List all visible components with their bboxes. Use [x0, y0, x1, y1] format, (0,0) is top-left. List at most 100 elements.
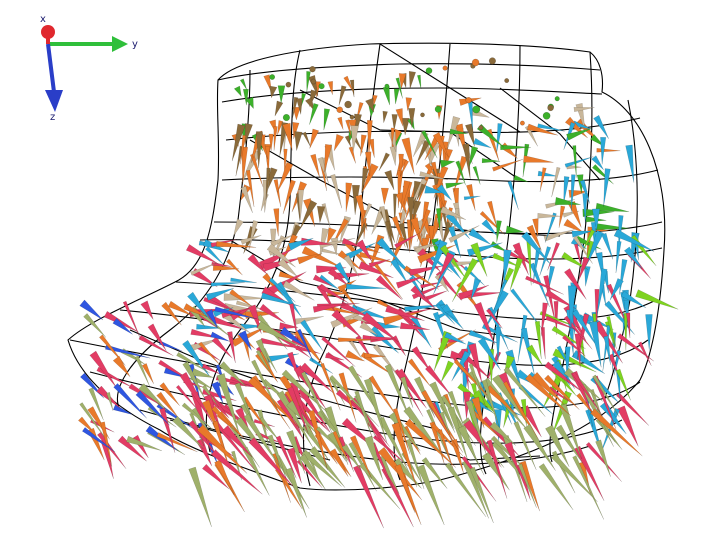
vector-arrow-glyph: [79, 299, 104, 321]
vector-arrow-glyph: [175, 384, 199, 411]
vector-arrow-glyph: [541, 302, 549, 337]
vector-arrow-glyph: [424, 185, 445, 194]
vector-arrow-glyph: [230, 277, 257, 283]
vector-arrow-glyph: [619, 259, 628, 295]
vector-arrow-glyph: [240, 235, 262, 245]
vector-arrow-glyph: [564, 156, 594, 168]
vector-arrow-glyph: [176, 351, 210, 374]
vector-arrow-glyph: [345, 350, 365, 362]
vector-arrow-glyph: [147, 323, 167, 351]
vector-arrow-glyph: [453, 155, 468, 192]
vector-arrow-glyph: [318, 283, 349, 304]
vector-arrow-glyph: [468, 227, 491, 245]
vector-arrow-glyph: [361, 312, 399, 343]
vector-arrow-glyph: [391, 215, 406, 248]
vector-arrow-glyph: [212, 264, 240, 271]
vector-arrow-glyph: [286, 386, 309, 434]
vector-arrow-glyph: [265, 167, 271, 201]
vector-arrow-glyph: [185, 244, 219, 265]
vector-arrow-glyph: [591, 208, 601, 231]
vector-arrow-glyph: [555, 424, 583, 464]
vector-arrow-glyph: [551, 453, 598, 503]
vector-arrow-glyph: [513, 421, 537, 470]
vector-arrow-glyph: [82, 427, 116, 453]
vector-arrow-glyph: [89, 350, 117, 389]
vector-arrow-glyph: [296, 328, 314, 362]
vector-arrow-glyph: [172, 416, 204, 450]
vector-arrow-glyph: [206, 309, 218, 329]
vector-arrow-glyph: [457, 425, 478, 463]
vector-arrow-glyph: [449, 128, 469, 135]
vector-arrow-glyph: [388, 411, 421, 451]
vector-arrow-glyph: [416, 209, 431, 242]
vector-arrow-glyph: [531, 372, 565, 405]
vector-arrow-glyph: [353, 464, 384, 529]
vector-arrow-glyph: [338, 85, 347, 106]
vector-arrow-glyph: [282, 122, 293, 151]
vector-arrow-glyph: [301, 246, 343, 269]
vector-arrow-glyph: [135, 390, 170, 426]
vector-arrow-glyph: [282, 179, 296, 215]
vector-arrow-glyph: [182, 361, 206, 400]
vector-arrow-glyph: [613, 228, 655, 252]
vector-arrow-glyph: [405, 438, 425, 490]
vector-arrow-glyph: [273, 126, 278, 151]
vector-arrow-glyph: [410, 284, 436, 309]
vector-point-sphere: [269, 74, 276, 80]
vector-point-sphere: [488, 57, 496, 65]
vector-arrow-glyph: [390, 258, 409, 285]
vector-arrow-glyph: [211, 381, 224, 404]
vector-arrow-glyph: [385, 304, 425, 321]
vector-arrow-glyph: [562, 335, 586, 357]
vector-arrow-glyph: [327, 267, 349, 287]
vector-arrow-glyph: [245, 96, 254, 110]
vector-arrow-glyph: [218, 361, 247, 387]
vector-arrow-glyph: [329, 448, 349, 477]
vector-arrow-glyph: [544, 374, 580, 410]
vector-arrow-glyph: [307, 75, 319, 97]
vector-arrow-glyph: [503, 249, 512, 284]
vector-arrow-glyph: [256, 320, 300, 347]
vector-arrow-glyph: [263, 74, 272, 93]
vector-arrow-glyph: [391, 335, 406, 357]
vector-arrow-glyph: [279, 326, 307, 348]
vector-arrow-glyph: [539, 246, 552, 276]
vector-arrow-glyph: [574, 333, 582, 368]
vector-arrow-glyph: [472, 166, 481, 185]
vector-arrow-glyph: [600, 136, 607, 165]
vector-arrow-glyph: [390, 127, 395, 147]
vector-arrow-glyph: [404, 304, 446, 312]
vector-arrow-glyph: [376, 237, 402, 263]
vector-arrow-glyph: [302, 131, 311, 148]
vector-arrow-glyph: [491, 374, 526, 421]
vector-arrow-glyph: [505, 225, 524, 234]
vector-arrow-glyph: [436, 184, 452, 201]
vector-arrow-glyph: [395, 108, 403, 127]
vector-arrow-glyph: [321, 336, 356, 367]
vector-arrow-glyph: [438, 252, 455, 281]
vector-arrow-glyph: [544, 361, 584, 393]
vector-arrow-glyph: [407, 196, 415, 231]
vector-arrow-glyph: [399, 322, 430, 330]
vector-arrow-glyph: [435, 208, 442, 231]
vector-arrow-glyph: [382, 86, 390, 106]
vector-arrow-glyph: [635, 289, 679, 310]
vector-arrow-glyph: [406, 219, 413, 253]
vector-arrow-glyph: [382, 110, 388, 123]
vector-arrow-glyph: [582, 229, 596, 251]
vector-arrow-glyph: [413, 200, 422, 221]
vector-arrow-glyph: [372, 94, 378, 106]
vector-arrow-glyph: [615, 240, 622, 274]
vector-arrow-glyph: [181, 402, 215, 432]
vector-arrow-glyph: [438, 429, 454, 471]
z-axis-shaft: [46, 43, 56, 93]
vector-arrow-glyph: [414, 242, 435, 255]
vector-arrow-glyph: [211, 405, 239, 434]
vector-arrow-glyph: [274, 100, 284, 117]
vector-arrow-glyph: [526, 344, 543, 366]
vector-arrow-glyph: [486, 308, 503, 329]
mesh-diagonal: [379, 43, 521, 133]
vector-arrow-glyph: [424, 162, 435, 177]
vector-arrow-glyph: [360, 351, 395, 377]
